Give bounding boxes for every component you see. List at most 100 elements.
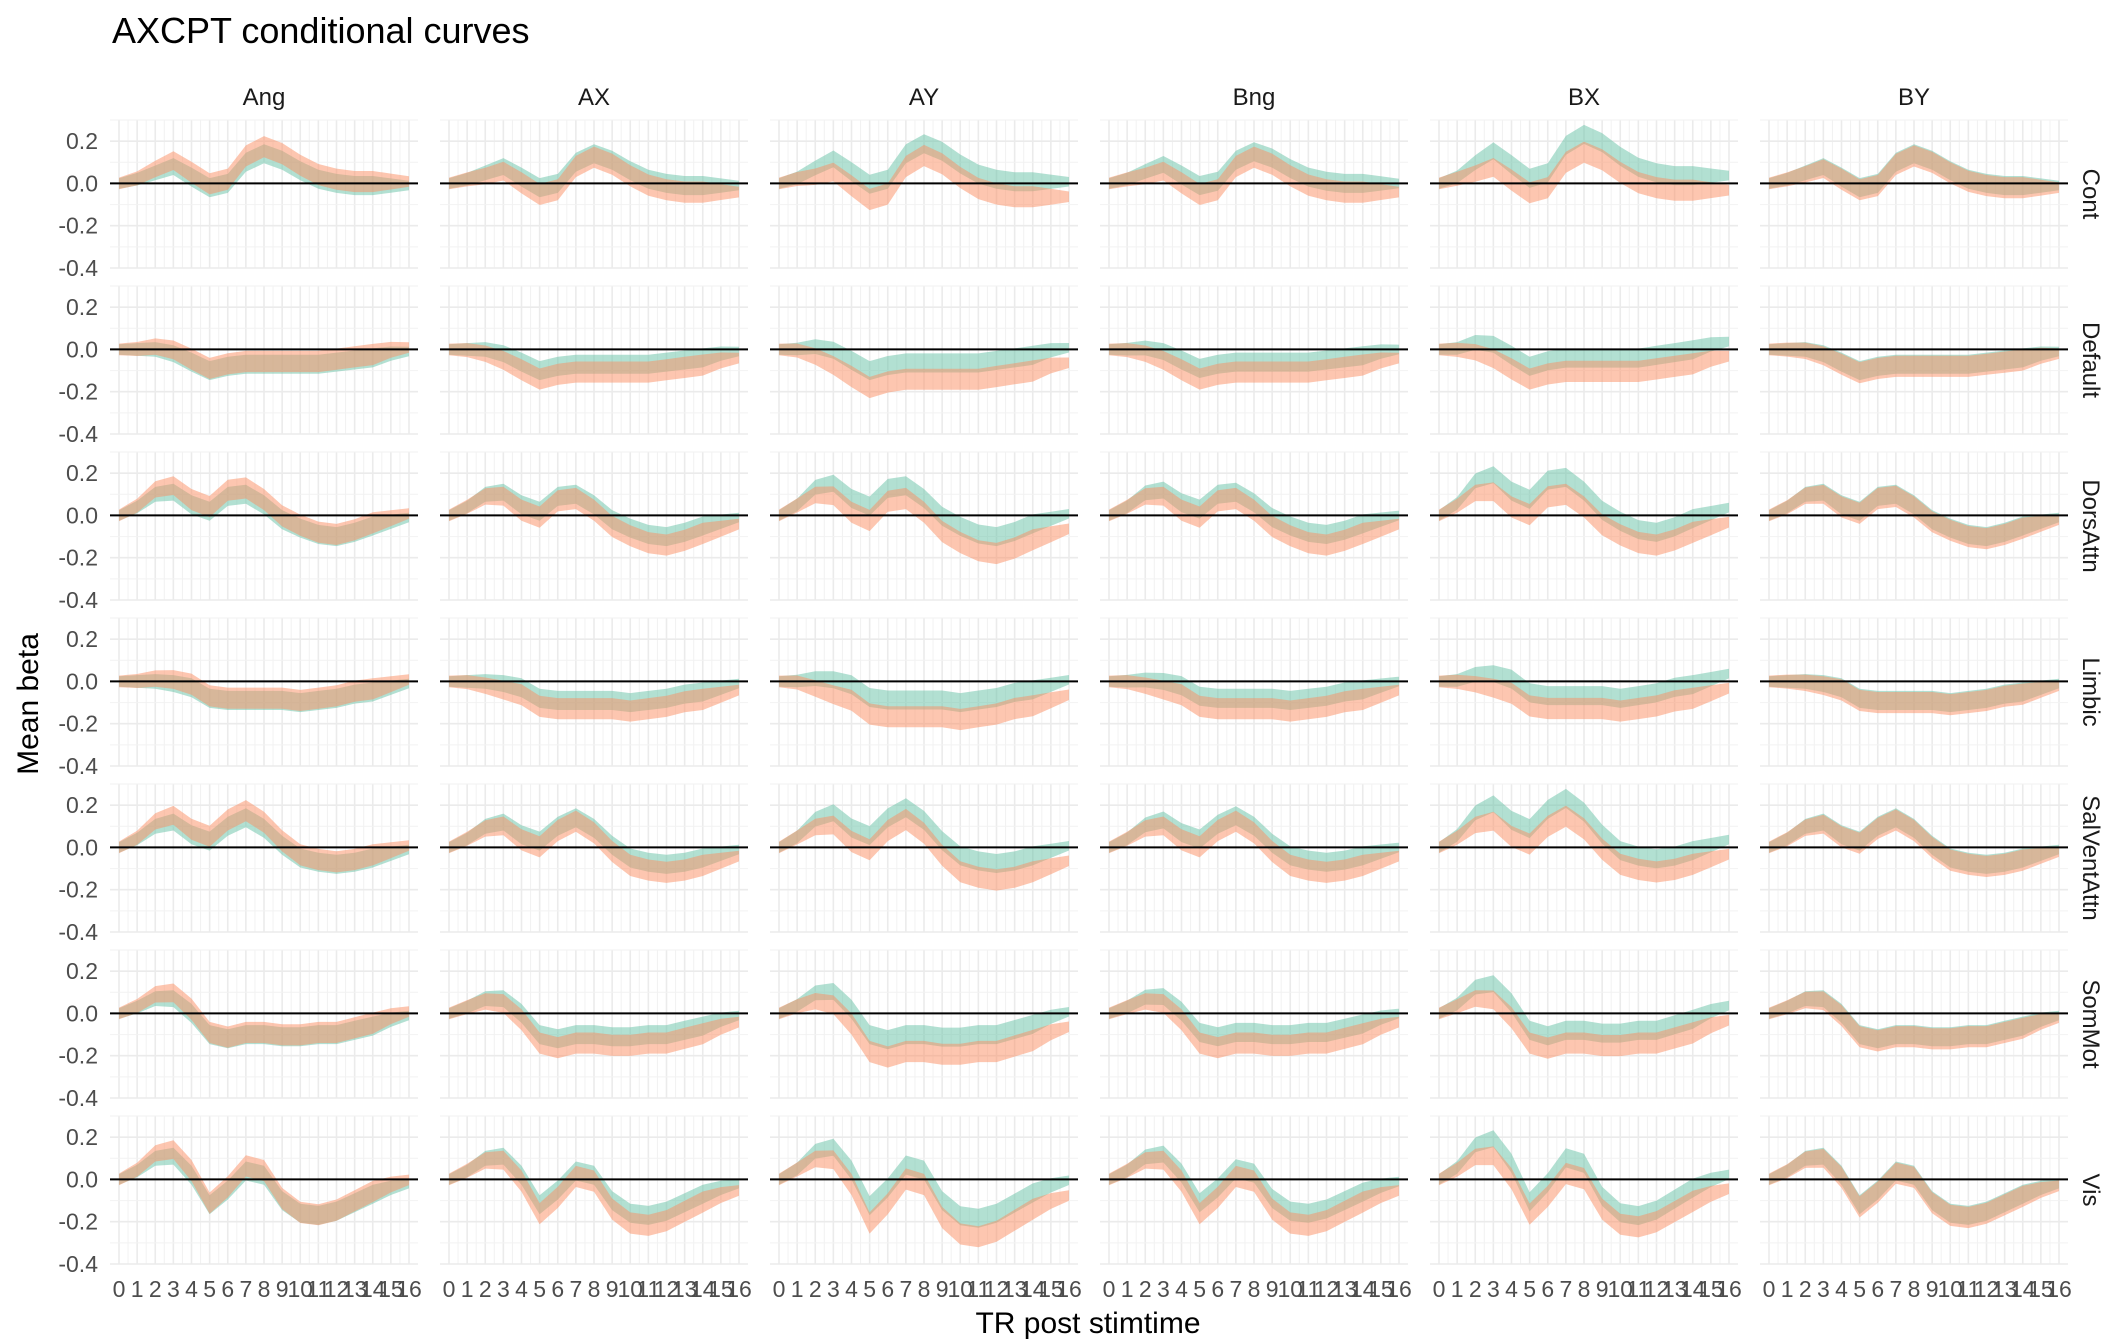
y-tick-label: 0.0 <box>66 1000 98 1026</box>
x-tick-label: 16 <box>396 1276 422 1302</box>
x-tick-label: 11 <box>1296 1276 1320 1302</box>
facet-col-label-BX: BX <box>1568 84 1600 111</box>
x-tick-label: 16 <box>2046 1276 2072 1302</box>
x-tick-label: 16 <box>1386 1276 1412 1302</box>
chart-title: AXCPT conditional curves <box>112 10 530 51</box>
panel-AY-DorsAttn <box>770 451 1078 601</box>
band-series-2 <box>119 670 409 711</box>
facet-row-label-DorsAttn: DorsAttn <box>2077 479 2104 572</box>
panel-Ang-Cont <box>110 119 418 269</box>
x-tick-label: 15 <box>2028 1276 2054 1302</box>
y-tick-label: -0.4 <box>58 1085 98 1111</box>
x-tick-label: 10 <box>1937 1276 1963 1302</box>
facet-row-label-Default: Default <box>2077 322 2104 398</box>
band-series-2 <box>779 343 1069 399</box>
x-tick-label: 11 <box>966 1276 990 1302</box>
panel-BY-DorsAttn <box>1760 451 2068 601</box>
facet-row-label-Vis: Vis <box>2077 1174 2104 1207</box>
x-tick-label: 16 <box>1716 1276 1742 1302</box>
panel-BX-DorsAttn <box>1430 451 1738 601</box>
panel-BX-Limbic <box>1430 617 1738 767</box>
facet-row-label-SalVentAttn: SalVentAttn <box>2077 795 2104 920</box>
facet-col-label-AY: AY <box>909 84 939 111</box>
y-tick-label: -0.2 <box>58 213 98 239</box>
x-tick-label: 3 <box>167 1276 180 1302</box>
x-tick-label: 11 <box>1626 1276 1650 1302</box>
x-tick-label: 7 <box>1889 1276 1902 1302</box>
panel-Ang-Vis <box>110 1115 418 1265</box>
x-axis-title: TR post stimtime <box>975 1307 1200 1340</box>
y-tick-label: -0.4 <box>58 919 98 945</box>
x-tick-label: 1 <box>791 1276 804 1302</box>
panel-BY-Vis <box>1760 1115 2068 1265</box>
band-series-2 <box>1439 1146 1729 1238</box>
band-series-1 <box>1439 335 1729 376</box>
band-series-2 <box>779 486 1069 565</box>
panel-AY-Default <box>770 285 1078 435</box>
x-tick-label: 2 <box>1139 1276 1152 1302</box>
x-tick-label: 11 <box>636 1276 660 1302</box>
y-tick-label: -0.2 <box>58 1209 98 1235</box>
x-tick-label: 0 <box>1103 1276 1116 1302</box>
band-series-1 <box>449 483 739 547</box>
x-tick-label: 13 <box>1662 1276 1688 1302</box>
x-tick-label: 5 <box>533 1276 546 1302</box>
x-tick-label: 0 <box>443 1276 456 1302</box>
band-series-2 <box>1109 146 1399 205</box>
x-tick-label: 3 <box>497 1276 510 1302</box>
x-tick-label: 14 <box>1680 1276 1706 1302</box>
panel-AY-SomMot <box>770 949 1078 1099</box>
y-tick-label: 0.2 <box>66 294 98 320</box>
y-tick-label: 0.2 <box>66 792 98 818</box>
band-series-2 <box>1769 991 2059 1052</box>
x-tick-label: 8 <box>1248 1276 1261 1302</box>
x-tick-label: 7 <box>1559 1276 1572 1302</box>
y-tick-label: -0.2 <box>58 1043 98 1069</box>
y-tick-label: 0.0 <box>66 336 98 362</box>
y-tick-label: 0.2 <box>66 626 98 652</box>
x-tick-label: 0 <box>1433 1276 1446 1302</box>
panel-AX-Cont <box>440 119 748 269</box>
band-series-2 <box>1769 809 2059 877</box>
panel-Bng-Cont <box>1100 119 1408 269</box>
band-series-2 <box>1109 810 1399 883</box>
panel-AY-Vis <box>770 1115 1078 1265</box>
facet-col-label-Bng: Bng <box>1233 84 1276 111</box>
panel-BY-Default <box>1760 285 2068 435</box>
y-axis-title: Mean beta <box>12 633 45 775</box>
x-tick-label: 2 <box>809 1276 822 1302</box>
band-series-2 <box>779 675 1069 731</box>
x-tick-label: 14 <box>2010 1276 2036 1302</box>
band-series-1 <box>449 808 739 874</box>
facet-row-label-SomMot: SomMot <box>2077 979 2104 1069</box>
band-series-2 <box>1439 805 1729 883</box>
x-tick-label: 5 <box>203 1276 216 1302</box>
y-tick-label: -0.4 <box>58 753 98 779</box>
x-tick-label: 5 <box>1523 1276 1536 1302</box>
x-tick-label: 5 <box>1193 1276 1206 1302</box>
x-tick-label: 0 <box>1763 1276 1776 1302</box>
panel-AY-Limbic <box>770 617 1078 767</box>
band-series-1 <box>1439 975 1729 1046</box>
band-series-1 <box>1439 1130 1729 1226</box>
x-tick-label: 6 <box>221 1276 234 1302</box>
x-tick-label: 16 <box>1056 1276 1082 1302</box>
facet-strips: Ang AX AY Bng BX BY Cont Default DorsAttn Limbic S… <box>243 84 2104 1206</box>
panel-BX-Default <box>1430 285 1738 435</box>
y-tick-label: -0.2 <box>58 545 98 571</box>
x-tick-label: 6 <box>1211 1276 1224 1302</box>
band-series-2 <box>1109 343 1399 390</box>
y-tick-label: 0.0 <box>66 502 98 528</box>
panel-BY-Limbic <box>1760 617 2068 767</box>
band-series-1 <box>1109 806 1399 872</box>
panel-AY-SalVentAttn <box>770 783 1078 933</box>
axes-ticks: -0.4 -0.2 0.0 0.2 -0.4 -0.2 0.0 0.2 -0.4 -0.2 0.0 0… <box>58 128 2071 1302</box>
panel-AX-SalVentAttn <box>440 783 748 933</box>
y-tick-label: -0.4 <box>58 1251 98 1277</box>
x-tick-label: 15 <box>1038 1276 1064 1302</box>
y-tick-label: -0.4 <box>58 421 98 447</box>
band-series-2 <box>1439 674 1729 722</box>
band-series-2 <box>119 136 409 195</box>
panel-AX-DorsAttn <box>440 451 748 601</box>
band-series-1 <box>779 798 1069 873</box>
